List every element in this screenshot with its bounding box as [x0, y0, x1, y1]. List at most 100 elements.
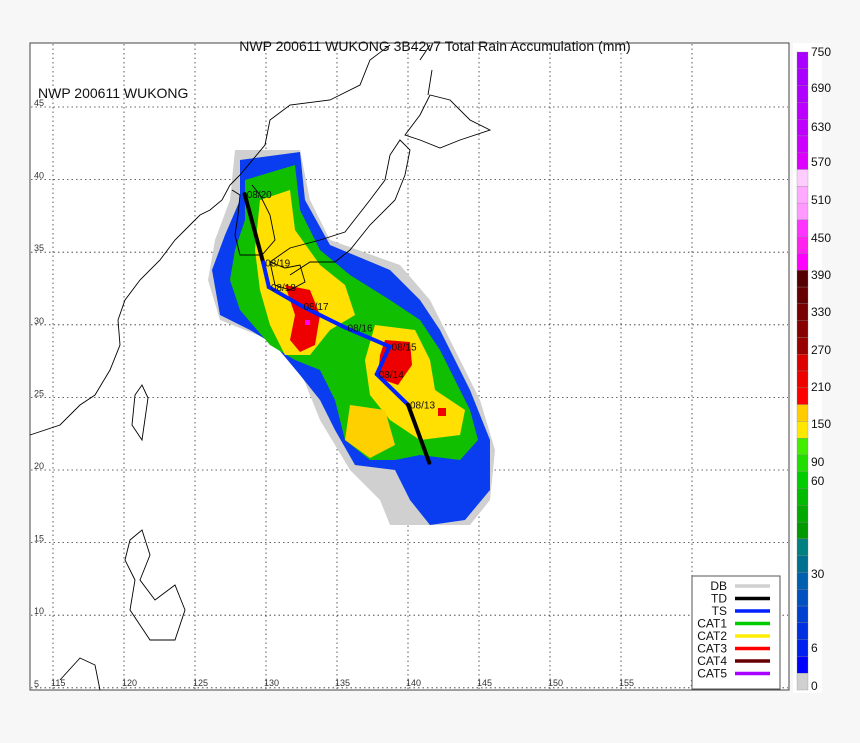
colorbar-segment [796, 370, 809, 388]
lon-tick-label: 120 [122, 678, 137, 688]
colorbar-label: 330 [811, 305, 831, 319]
colorbar-segment [796, 286, 809, 304]
colorbar-segment [796, 421, 809, 439]
colorbar-segment [796, 387, 809, 405]
colorbar-label: 690 [811, 81, 831, 95]
track-segment [374, 344, 392, 377]
colorbar-segment [796, 521, 809, 540]
rain-yellow [255, 190, 355, 355]
colorbar-segment [796, 622, 809, 640]
coast-asia-mainland [29, 44, 391, 436]
track-date-label: 08/20 [247, 190, 272, 201]
colorbar-label: 150 [811, 417, 831, 431]
track-date-label: 08/15 [392, 343, 417, 354]
track-date-labels: 08/20 08/19 08/18 08/17 08/16 08/15 08/14 08/13 [247, 190, 436, 412]
legend-label: TS [712, 604, 727, 618]
colorbar-segment [796, 471, 809, 489]
track-segment [266, 285, 304, 308]
rain-yellow-3 [345, 405, 395, 458]
colorbar-segment [796, 186, 809, 204]
colorbar-segment [796, 236, 809, 254]
colorbar: 7506906305705104503903302702101509060306… [796, 45, 831, 693]
legend-label: TD [711, 592, 727, 606]
colorbar-segment [796, 673, 809, 691]
lat-tick-label: 15 [34, 534, 44, 544]
lat-tick-label: 40 [34, 171, 44, 181]
track-date-label: 08/18 [271, 283, 296, 294]
coast-japan-hokkaido [404, 94, 492, 149]
track-segment [299, 303, 348, 330]
track-date-label: 08/13 [410, 401, 435, 412]
lon-tick-label: 145 [477, 678, 492, 688]
colorbar-segment [796, 320, 809, 338]
colorbar-segment [796, 135, 809, 153]
axis-ticks: 1151201251301351401451501551604540353025… [34, 98, 705, 689]
coastlines [29, 44, 492, 691]
colorbar-label: 210 [811, 380, 831, 394]
colorbar-segment [796, 219, 809, 237]
colorbar-label: 270 [811, 343, 831, 357]
colorbar-segment [796, 303, 809, 321]
lon-tick-label: 135 [335, 678, 350, 688]
colorbar-label: 390 [811, 268, 831, 282]
colorbar-label: 450 [811, 231, 831, 245]
coast-japan-kyushu [269, 261, 306, 291]
lat-tick-label: 45 [34, 98, 44, 108]
track-date-label: 08/17 [304, 302, 329, 313]
track-segment [374, 372, 410, 407]
track-segment [406, 402, 432, 465]
colorbar-segment [796, 337, 809, 355]
colorbar-label: 0 [811, 679, 818, 693]
rain-max [305, 320, 310, 325]
colorbar-segment [796, 68, 809, 86]
lat-tick-label: 10 [34, 606, 44, 616]
legend-box [691, 575, 781, 690]
colorbar-label: 750 [811, 45, 831, 59]
colorbar-segment [796, 119, 809, 137]
coast-taiwan [131, 384, 149, 442]
colorbar-label: 90 [811, 455, 825, 469]
lon-tick-label: 115 [51, 678, 65, 688]
colorbar-segment [796, 454, 809, 472]
coast-korea [231, 184, 276, 256]
colorbar-label: 510 [811, 193, 831, 207]
colorbar-label: 6 [811, 641, 818, 655]
colorbar-segment [796, 505, 809, 523]
colorbar-segment [796, 85, 809, 103]
track-segment [261, 260, 271, 290]
coast-japan-honshu [269, 139, 411, 276]
coast-borneo [59, 657, 101, 691]
colorbar-segment [796, 202, 809, 221]
colorbar-segment [796, 656, 809, 674]
colorbar-segment [796, 169, 809, 187]
colorbar-segment [796, 639, 809, 657]
track-segment [343, 325, 392, 349]
colorbar-label: 30 [811, 567, 825, 581]
colorbar-segment [796, 589, 809, 607]
legend-label: CAT5 [697, 667, 727, 681]
track-segment [242, 192, 266, 265]
legend-label: DB [710, 579, 727, 593]
lat-tick-label: 5 [34, 679, 39, 689]
track-date-label: 08/16 [348, 324, 373, 335]
colorbar-segment [796, 253, 809, 271]
colorbar-segment [796, 354, 809, 372]
legend-label: CAT4 [697, 654, 727, 668]
colorbar-label: 630 [811, 120, 831, 134]
lon-tick-label: 155 [619, 678, 634, 688]
rain-red-3 [438, 408, 446, 416]
lat-tick-label: 20 [34, 461, 44, 471]
lon-tick-label: 125 [193, 678, 208, 688]
colorbar-segment [796, 270, 809, 288]
map-title: NWP 200611 WUKONG 3B42v7 Total Rain Accu… [239, 38, 631, 54]
colorbar-segment [796, 102, 809, 120]
inset-label: NWP 200611 WUKONG [38, 85, 188, 101]
storm-track [242, 192, 432, 465]
colorbar-segment [796, 572, 809, 590]
colorbar-segment [796, 538, 809, 556]
legend-label: CAT1 [697, 617, 727, 631]
track-date-label: 08/14 [379, 370, 404, 381]
colorbar-label: 60 [811, 474, 825, 488]
